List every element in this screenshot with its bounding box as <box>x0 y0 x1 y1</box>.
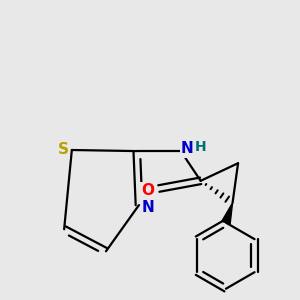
Text: S: S <box>58 142 68 158</box>
Text: N: N <box>181 141 194 156</box>
Polygon shape <box>222 203 232 224</box>
Text: O: O <box>141 183 154 198</box>
Text: H: H <box>195 140 206 154</box>
Text: N: N <box>141 200 154 215</box>
